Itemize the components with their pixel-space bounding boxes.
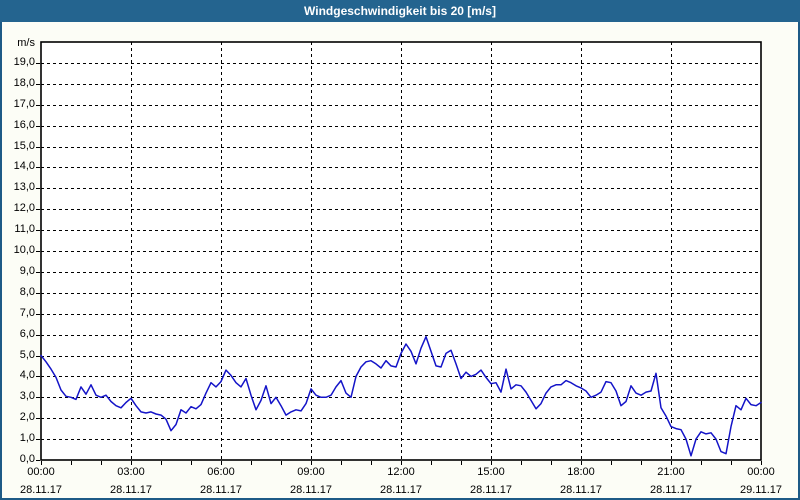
y-tick-label: 9,0	[19, 265, 35, 277]
y-tick-label: 0,0	[19, 453, 35, 465]
x-tick-time-label: 12:00	[387, 466, 415, 478]
x-tick-date-label: 29.11.17	[739, 484, 782, 496]
x-tick-date-label: 28.11.17	[379, 484, 422, 496]
x-tick-time-label: 09:00	[297, 466, 325, 478]
x-tick-time-label: 03:00	[117, 466, 145, 478]
x-tick-date-label: 28.11.17	[19, 484, 62, 496]
y-tick-label: 2,0	[19, 411, 35, 423]
y-tick-label: 11,0	[14, 223, 35, 235]
y-tick-label: 13,0	[13, 181, 35, 193]
y-tick-label: 17,0	[13, 98, 35, 110]
y-tick-label: 8,0	[19, 286, 35, 298]
x-tick-date-label: 28.11.17	[559, 484, 602, 496]
x-tick-date-label: 28.11.17	[469, 484, 512, 496]
y-tick-label: 3,0	[19, 390, 35, 402]
wind-speed-series	[40, 335, 762, 457]
window-title: Windgeschwindigkeit bis 20 [m/s]	[304, 4, 496, 18]
y-tick-label: 1,0	[19, 432, 35, 444]
x-tick-date-label: 28.11.17	[289, 484, 332, 496]
y-axis-unit-label: m/s	[17, 37, 35, 49]
x-tick-date-label: 28.11.17	[199, 484, 242, 496]
x-tick-time-label: 21:00	[657, 466, 685, 478]
x-tick-time-label: 00:00	[27, 466, 55, 478]
y-tick-label: 15,0	[13, 140, 35, 152]
y-tick-label: 14,0	[13, 160, 35, 172]
plot-border	[40, 41, 762, 461]
x-tick-date-label: 28.11.17	[649, 484, 692, 496]
x-tick-time-label: 18:00	[567, 466, 595, 478]
y-tick-label: 6,0	[19, 328, 35, 340]
x-tick-date-label: 28.11.17	[109, 484, 152, 496]
y-tick-label: 16,0	[13, 119, 35, 131]
y-tick-label: 10,0	[13, 244, 35, 256]
x-tick-time-label: 00:00	[747, 466, 775, 478]
x-tick-time-label: 15:00	[477, 466, 505, 478]
y-tick-label: 4,0	[19, 369, 35, 381]
y-tick-label: 5,0	[19, 349, 35, 361]
y-tick-label: 12,0	[13, 202, 35, 214]
y-tick-label: 18,0	[13, 77, 35, 89]
y-tick-label: 7,0	[19, 307, 35, 319]
x-tick-time-label: 06:00	[207, 466, 235, 478]
y-tick-label: 19,0	[13, 56, 35, 68]
window-titlebar: Windgeschwindigkeit bis 20 [m/s]	[0, 0, 800, 22]
